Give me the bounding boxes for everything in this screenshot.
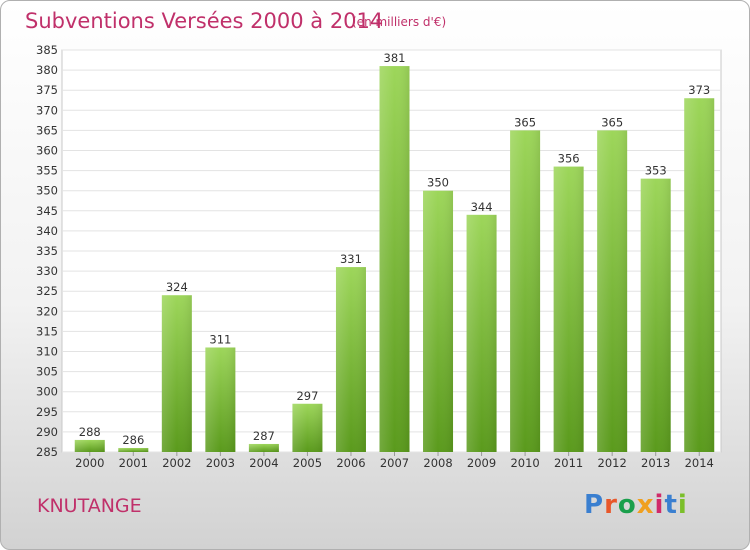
logo-letter: r bbox=[604, 490, 618, 520]
bar-shade-2002 bbox=[161, 295, 192, 452]
y-tick-label: 290 bbox=[36, 425, 58, 439]
data-label: 288 bbox=[79, 425, 101, 439]
y-tick-label: 285 bbox=[36, 445, 58, 459]
y-tick-label: 305 bbox=[36, 365, 58, 379]
x-tick-label: 2014 bbox=[685, 456, 714, 470]
x-tick-label: 2003 bbox=[206, 456, 235, 470]
x-tick-label: 2011 bbox=[554, 456, 583, 470]
data-label: 344 bbox=[471, 200, 493, 214]
y-tick-label: 315 bbox=[36, 324, 58, 338]
x-tick-label: 2002 bbox=[162, 456, 191, 470]
y-tick-label: 370 bbox=[36, 103, 58, 117]
data-label: 365 bbox=[601, 115, 623, 129]
chart-subtitle: (en milliers d'€) bbox=[352, 15, 447, 29]
y-tick-label: 330 bbox=[36, 264, 58, 278]
logo-letter: t bbox=[664, 490, 678, 520]
x-tick-label: 2007 bbox=[380, 456, 409, 470]
y-tick-label: 385 bbox=[36, 43, 58, 57]
commune-name: KNUTANGE bbox=[37, 495, 142, 517]
x-tick-label: 2001 bbox=[119, 456, 148, 470]
bar-shade-2007 bbox=[379, 66, 410, 452]
data-label: 324 bbox=[166, 280, 188, 294]
logo-letter: P bbox=[584, 490, 605, 520]
bar-shade-2009 bbox=[466, 214, 497, 452]
bar-shade-2003 bbox=[205, 347, 236, 452]
y-tick-label: 335 bbox=[36, 244, 58, 258]
y-tick-label: 360 bbox=[36, 144, 58, 158]
x-tick-label: 2004 bbox=[249, 456, 278, 470]
y-tick-label: 300 bbox=[36, 385, 58, 399]
y-tick-label: 380 bbox=[36, 63, 58, 77]
y-tick-label: 365 bbox=[36, 123, 58, 137]
y-tick-label: 375 bbox=[36, 83, 58, 97]
bar-shade-2010 bbox=[510, 130, 541, 452]
x-tick-label: 2013 bbox=[641, 456, 670, 470]
y-tick-label: 350 bbox=[36, 184, 58, 198]
data-label: 287 bbox=[253, 429, 275, 443]
data-label: 353 bbox=[645, 164, 667, 178]
logo-letter: i bbox=[654, 490, 665, 520]
bar-shade-2006 bbox=[335, 267, 366, 452]
data-label: 381 bbox=[384, 51, 406, 65]
data-label: 350 bbox=[427, 176, 449, 190]
data-label: 311 bbox=[209, 332, 231, 346]
x-tick-label: 2012 bbox=[598, 456, 627, 470]
y-tick-label: 340 bbox=[36, 224, 58, 238]
y-tick-label: 325 bbox=[36, 284, 58, 298]
bar-shade-2004 bbox=[248, 443, 279, 452]
logo-letter: i bbox=[677, 490, 688, 520]
y-tick-label: 320 bbox=[36, 304, 58, 318]
x-tick-label: 2006 bbox=[336, 456, 365, 470]
data-label: 356 bbox=[558, 152, 580, 166]
y-tick-label: 355 bbox=[36, 164, 58, 178]
chart-title: Subventions Versées 2000 à 2014 bbox=[25, 9, 384, 33]
bar-shade-2001 bbox=[118, 447, 149, 452]
x-tick-label: 2000 bbox=[75, 456, 104, 470]
data-label: 286 bbox=[122, 433, 144, 447]
bar-shade-2000 bbox=[74, 439, 105, 452]
bar-shade-2005 bbox=[292, 403, 323, 452]
y-tick-label: 295 bbox=[36, 405, 58, 419]
x-tick-label: 2008 bbox=[423, 456, 452, 470]
bar-shade-2013 bbox=[640, 178, 671, 452]
data-label: 297 bbox=[296, 389, 318, 403]
y-tick-label: 345 bbox=[36, 204, 58, 218]
proxiti-logo: Proxiti bbox=[584, 490, 688, 520]
bar-shade-2008 bbox=[423, 190, 454, 452]
data-label: 365 bbox=[514, 115, 536, 129]
y-tick-label: 310 bbox=[36, 345, 58, 359]
bar-shade-2014 bbox=[684, 98, 715, 453]
logo-letter: o bbox=[617, 490, 637, 520]
x-tick-label: 2005 bbox=[293, 456, 322, 470]
data-label: 331 bbox=[340, 252, 362, 266]
bar-shade-2012 bbox=[597, 130, 628, 452]
x-tick-label: 2010 bbox=[510, 456, 539, 470]
logo-letter: x bbox=[636, 490, 655, 520]
data-label: 373 bbox=[688, 83, 710, 97]
bar-shade-2011 bbox=[553, 166, 584, 452]
x-tick-label: 2009 bbox=[467, 456, 496, 470]
